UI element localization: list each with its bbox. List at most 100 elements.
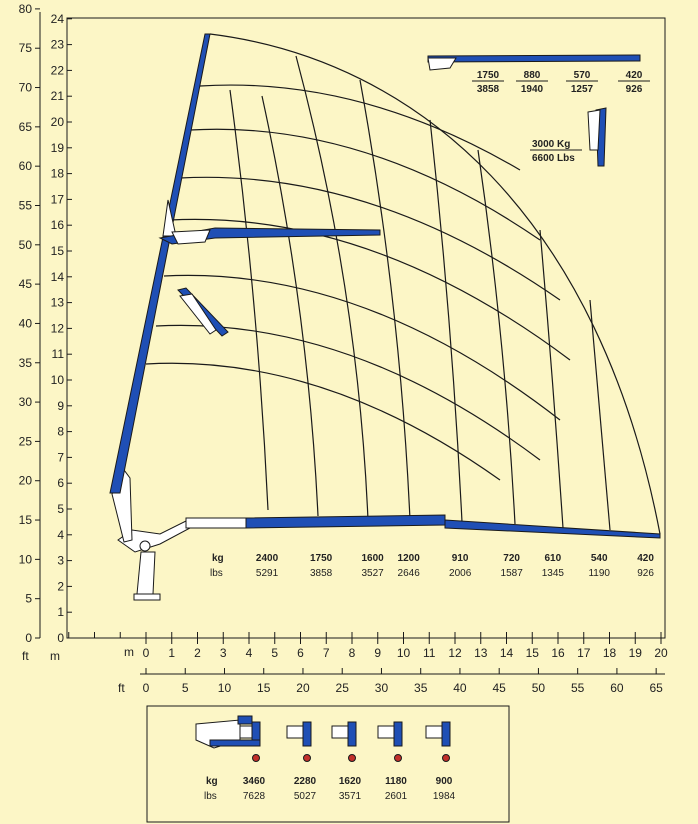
bottom-kg-value: 900 — [436, 776, 453, 787]
x-m-tick-label: 9 — [374, 646, 381, 660]
load-kg-value: 610 — [545, 553, 562, 564]
x-ft-tick-label: 45 — [493, 681, 507, 695]
x-ft-tick-label: 65 — [649, 681, 663, 695]
x-ft-tick-label: 50 — [532, 681, 546, 695]
top-kg-value: 570 — [574, 70, 591, 81]
reach-curve — [477, 149, 516, 525]
max-load-kg: 3000 Kg — [532, 139, 570, 150]
bottom-lbs-value: 3571 — [339, 791, 362, 802]
load-kg-value: 1600 — [361, 553, 384, 564]
x-ft-tick-label: 10 — [218, 681, 232, 695]
crane-pivot — [139, 540, 151, 552]
attachment-icon — [286, 721, 312, 762]
m-tick-label: 9 — [57, 399, 64, 413]
crane-foot — [133, 593, 161, 601]
x-m-tick-label: 0 — [143, 646, 150, 660]
m-tick-label: 2 — [57, 579, 64, 593]
top-kg-value: 420 — [626, 70, 643, 81]
x-m-tick-label: 11 — [423, 646, 436, 660]
ft-tick-label: 0 — [25, 631, 32, 645]
ft-tick-label: 50 — [19, 238, 33, 252]
attachment-icon — [425, 721, 451, 762]
m-tick-label: 6 — [57, 476, 64, 490]
m-tick-label: 14 — [51, 270, 65, 284]
max-load-lbs: 6600 Lbs — [532, 153, 575, 164]
x-ft-axis-ticks: 0 5 10 15 20 25 30 35 40 45 50 55 60 65 — [143, 668, 663, 695]
m-tick-label: 12 — [51, 321, 65, 335]
radius-arc — [179, 176, 561, 301]
attachment-icon — [377, 721, 403, 762]
x-m-tick-label: 10 — [397, 646, 411, 660]
m-tick-label: 1 — [57, 605, 64, 619]
bottom-box-icons — [195, 715, 451, 762]
crane-base — [111, 469, 191, 601]
x-m-tick-label: 17 — [577, 646, 591, 660]
ft-tick-label: 80 — [19, 2, 33, 16]
outer-envelope-arc — [209, 33, 661, 535]
bottom-lbs-value: 5027 — [294, 791, 317, 802]
load-kg-value: 910 — [452, 553, 469, 564]
reach-curve — [359, 79, 411, 521]
m-axis-label: m — [50, 649, 60, 663]
x-m-tick-label: 6 — [297, 646, 304, 660]
radius-arc — [189, 128, 541, 241]
x-m-tick-label: 3 — [220, 646, 227, 660]
x-m-unit: m — [124, 645, 134, 659]
load-lbs-value: 926 — [637, 568, 654, 579]
ft-tick-label: 10 — [19, 552, 33, 566]
load-lbs-label: lbs — [210, 568, 223, 579]
radius-arc — [169, 218, 571, 361]
x-m-tick-label: 7 — [323, 646, 330, 660]
x-m-tick-label: 12 — [448, 646, 462, 660]
reach-curve — [539, 229, 564, 529]
x-m-tick-label: 2 — [194, 646, 201, 660]
ft-tick-label: 20 — [19, 474, 33, 488]
x-m-tick-label: 13 — [474, 646, 488, 660]
bottom-lbs-label: lbs — [204, 791, 217, 802]
folded-jib — [177, 287, 229, 337]
bottom-kg-value: 2280 — [294, 776, 317, 787]
ft-tick-label: 55 — [19, 198, 33, 212]
crane-column — [136, 551, 156, 595]
horizontal-boom — [185, 514, 661, 539]
m-tick-label: 20 — [51, 115, 65, 129]
attachment-icon — [331, 721, 357, 762]
x-ft-tick-label: 60 — [610, 681, 624, 695]
radius-arc — [163, 274, 561, 421]
m-tick-label: 24 — [51, 12, 65, 26]
x-ft-tick-label: 0 — [143, 681, 150, 695]
max-load-thumbnail — [587, 107, 607, 167]
load-kg-label: kg — [212, 553, 224, 564]
m-tick-label: 19 — [51, 141, 65, 155]
x-m-tick-label: 14 — [500, 646, 514, 660]
bottom-kg-value: 1620 — [339, 776, 362, 787]
x-m-axis-ticks: 0 1 2 3 4 5 6 7 8 9 10 11 12 13 14 15 16 17 18 19 20 — [68, 632, 668, 660]
ft-tick-label: 75 — [19, 41, 33, 55]
bottom-kg-label: kg — [206, 776, 218, 787]
m-tick-label: 15 — [51, 244, 65, 258]
ft-tick-label: 15 — [19, 513, 33, 527]
m-tick-label: 18 — [51, 167, 65, 181]
m-tick-label: 23 — [51, 38, 65, 52]
ft-axis-ticks: 0 5 10 15 20 25 30 35 40 45 50 55 60 65 70 75 80 — [19, 2, 40, 645]
bottom-box-frame — [146, 705, 510, 823]
bottom-lbs-value: 7628 — [243, 791, 266, 802]
x-ft-tick-label: 5 — [182, 681, 189, 695]
ft-tick-label: 45 — [19, 277, 33, 291]
load-lbs-value: 2646 — [398, 568, 421, 579]
x-m-tick-label: 16 — [551, 646, 565, 660]
m-tick-label: 17 — [51, 192, 65, 206]
load-lbs-value: 2006 — [449, 568, 472, 579]
load-lbs-value: 1587 — [501, 568, 524, 579]
reach-curve — [261, 95, 319, 517]
ft-tick-label: 35 — [19, 356, 33, 370]
m-tick-label: 3 — [57, 554, 64, 568]
top-boom-thumbnail — [427, 54, 641, 71]
top-lbs-value: 1940 — [521, 84, 544, 95]
x-m-tick-label: 1 — [168, 646, 175, 660]
load-lbs-value: 1345 — [542, 568, 565, 579]
reach-curve — [429, 119, 463, 523]
x-ft-tick-label: 25 — [336, 681, 350, 695]
ft-tick-label: 40 — [19, 316, 33, 330]
